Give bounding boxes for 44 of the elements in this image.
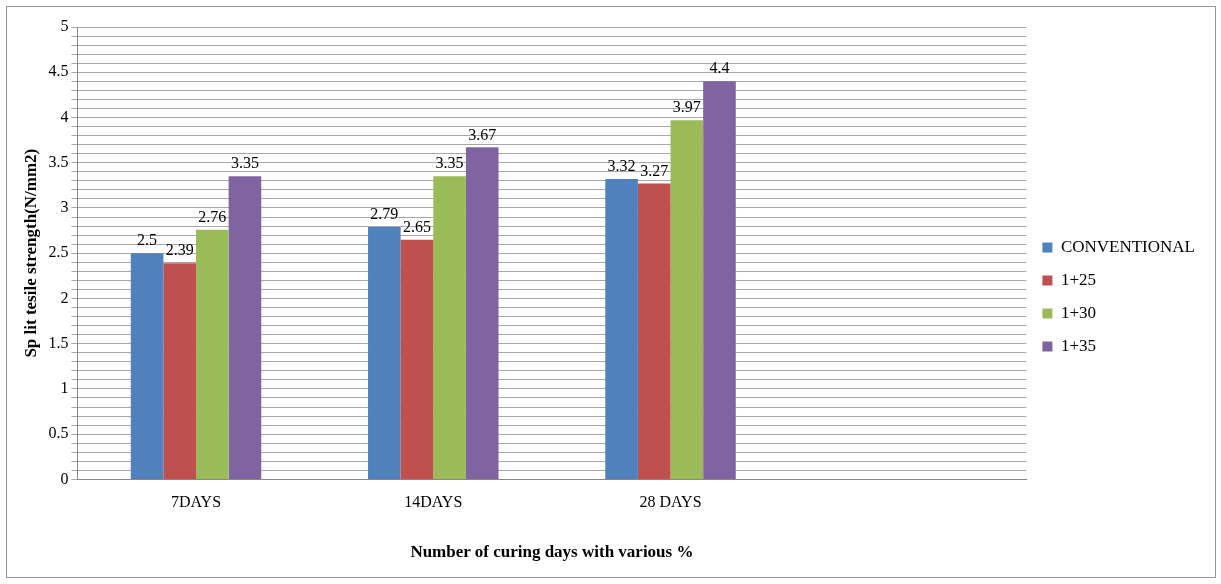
legend-label: 1+35 — [1060, 335, 1096, 355]
y-tick-label: 0.5 — [48, 424, 69, 442]
data-label: 2.79 — [370, 205, 399, 223]
data-label: 3.32 — [607, 157, 636, 175]
bar — [368, 226, 401, 479]
bar — [196, 229, 229, 479]
y-tick-label: 4 — [60, 107, 69, 125]
legend-label: 1+30 — [1060, 302, 1096, 322]
bar — [670, 120, 704, 479]
y-tick-label: 2.5 — [48, 243, 69, 261]
data-label: 3.67 — [468, 125, 497, 143]
data-label: 2.76 — [198, 207, 227, 225]
bar — [465, 147, 499, 479]
bar — [130, 253, 164, 479]
x-tick-label: 28 DAYS — [639, 493, 702, 511]
data-label: 2.39 — [165, 241, 194, 259]
data-label: 3.97 — [672, 98, 701, 116]
data-label: 2.65 — [402, 217, 431, 235]
y-tick-label: 3.5 — [48, 152, 69, 170]
y-tick-label: 0 — [60, 469, 69, 487]
y-tick-label: 1 — [60, 379, 69, 397]
y-tick-label: 4.5 — [48, 62, 69, 80]
bar — [433, 176, 466, 479]
bar — [400, 239, 434, 479]
y-tick-label: 3 — [60, 198, 69, 216]
legend-label: CONVENTIONAL — [1060, 236, 1195, 256]
bar — [163, 263, 197, 479]
bar — [637, 183, 671, 479]
bar — [605, 179, 638, 479]
data-label: 4.4 — [709, 59, 730, 77]
x-axis-title: Number of curing days with various % — [410, 542, 694, 562]
bar — [703, 81, 736, 479]
bar — [228, 176, 262, 479]
y-tick-label: 2 — [60, 288, 69, 306]
y-tick-label: 5 — [60, 17, 69, 35]
x-tick-label: 7DAYS — [170, 493, 222, 511]
y-tick-label: 1.5 — [48, 333, 69, 351]
data-label: 3.35 — [435, 154, 464, 172]
data-label: 3.35 — [230, 154, 259, 172]
data-label: 2.5 — [137, 231, 158, 249]
legend-label: 1+25 — [1060, 269, 1096, 289]
y-axis-title: Sp lit tesile strength(N/mm2) — [20, 148, 40, 358]
x-tick-label: 14DAYS — [404, 493, 463, 511]
data-label: 3.27 — [640, 161, 669, 179]
